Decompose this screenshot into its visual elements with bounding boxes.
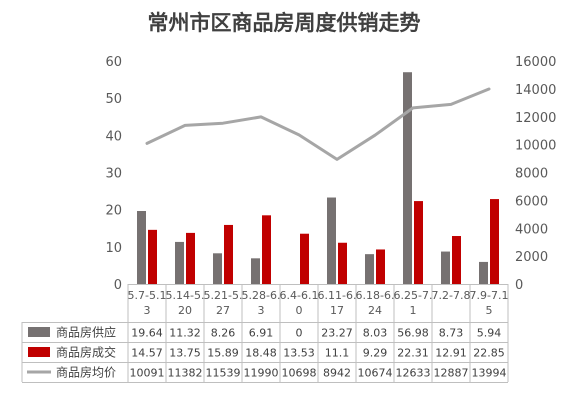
- category-label: 5: [486, 304, 493, 317]
- table-cell: 22.31: [397, 347, 429, 360]
- table-cell: 8.26: [211, 327, 236, 340]
- y-left-tick-label: 60: [105, 55, 122, 70]
- table-cell: 22.85: [473, 347, 505, 360]
- series-name: 商品房供应: [56, 325, 116, 340]
- y-left-tick-label: 50: [105, 92, 122, 107]
- y-right-tick-label: 8000: [515, 167, 548, 182]
- price-line: [145, 87, 491, 161]
- table-cell: 13.53: [283, 347, 315, 360]
- table-cell: 14.57: [131, 347, 163, 360]
- bars: [137, 72, 499, 284]
- category-label: 5.28-6.: [242, 289, 281, 302]
- category-label: 6.11-6.: [318, 289, 357, 302]
- category-label: 20: [178, 304, 192, 317]
- y-right-tick-label: 6000: [515, 194, 548, 209]
- y-right-tick-label: 0: [515, 278, 523, 293]
- y-right-tick-label: 10000: [515, 139, 556, 154]
- y-right-tick-label: 4000: [515, 222, 548, 237]
- supply-bar: [251, 258, 260, 284]
- table-cell: 13.75: [169, 347, 201, 360]
- table-cell: 8.73: [439, 327, 464, 340]
- sales-bar: [452, 236, 461, 284]
- sales-bar: [224, 224, 233, 284]
- axis-ticks: 0 10 20 30 40 50 60 0 2000 4000 6000 8000 10000 12000…: [105, 55, 556, 293]
- sales-bar: [186, 232, 195, 284]
- y-right-tick-label: 2000: [515, 250, 548, 265]
- y-right-tick-label: 14000: [515, 83, 556, 98]
- category-label: 17: [330, 304, 344, 317]
- category-label: 6.18-6.: [356, 289, 395, 302]
- table-cell: 8942: [323, 367, 351, 380]
- category-label: 6.4-6.1: [280, 289, 319, 302]
- table-cell: 5.94: [477, 327, 502, 340]
- category-label: 7.2-7.8: [432, 289, 471, 302]
- supply-bar: [365, 254, 374, 284]
- category-label: 5.14-5.: [166, 289, 205, 302]
- category-label: 1: [410, 304, 417, 317]
- x-axis: 5.7-5.1 3 5.14-5. 20 5.21-5. 27 5.28-6. 3 6.4-6.…: [127, 284, 509, 322]
- table-cell: 10091: [130, 367, 165, 380]
- table-cell: 6.91: [249, 327, 274, 340]
- supply-bar: [213, 253, 222, 284]
- table-cell: 9.29: [363, 347, 388, 360]
- y-left-tick-label: 0: [114, 278, 122, 293]
- sales-bar: [262, 215, 271, 284]
- category-label: 3: [258, 304, 265, 317]
- category-label: 7.9-7.1: [470, 289, 509, 302]
- supply-bar: [441, 251, 450, 284]
- table-cell: 23.27: [321, 327, 353, 340]
- sales-bar: [300, 233, 309, 284]
- table-cell: 19.64: [131, 327, 163, 340]
- series-name: 商品房均价: [56, 365, 116, 380]
- sales-bar: [376, 249, 385, 284]
- category-label: 6.25-7.: [394, 289, 433, 302]
- category-label: 5.7-5.1: [128, 289, 167, 302]
- category-label: 27: [216, 304, 230, 317]
- supply-bar: [175, 241, 184, 284]
- table-cell: 10674: [358, 367, 393, 380]
- table-cell: 11539: [206, 367, 241, 380]
- table-cell: 12887: [434, 367, 469, 380]
- y-right-tick-label: 12000: [515, 111, 556, 126]
- category-label: 0: [296, 304, 303, 317]
- table-cell: 0: [296, 327, 303, 340]
- table-cell: 11.1: [325, 347, 350, 360]
- table-cell: 12633: [396, 367, 431, 380]
- legend-swatch: [28, 347, 50, 357]
- sales-bar: [148, 229, 157, 284]
- chart-title: 常州市区商品房周度供销走势: [148, 11, 421, 35]
- legend-swatch: [28, 327, 50, 337]
- supply-bar: [403, 72, 412, 284]
- table-cell: 11.32: [169, 327, 201, 340]
- table-cell: 8.03: [363, 327, 388, 340]
- data-table: 商品房供应 19.64 11.32 8.26 6.91 0 23.27 8.03 56.98 8.…: [21, 322, 509, 383]
- table-cell: 13994: [472, 367, 507, 380]
- table-cell: 56.98: [397, 327, 429, 340]
- y-left-tick-label: 30: [105, 167, 122, 182]
- table-cell: 11382: [168, 367, 203, 380]
- series-name: 商品房成交: [56, 345, 116, 360]
- table-cell: 15.89: [207, 347, 239, 360]
- category-label: 3: [144, 304, 151, 317]
- category-label: 5.21-5.: [204, 289, 243, 302]
- y-left-tick-label: 20: [105, 204, 122, 219]
- y-left-tick-label: 10: [105, 241, 122, 256]
- y-left-tick-label: 40: [105, 129, 122, 144]
- price-line-path: [145, 87, 491, 161]
- category-label: 24: [368, 304, 382, 317]
- table-cell: 10698: [282, 367, 317, 380]
- table-cell: 18.48: [245, 347, 277, 360]
- y-right-tick-label: 16000: [515, 55, 556, 70]
- supply-bar: [479, 261, 488, 284]
- sales-bar: [414, 201, 423, 284]
- sales-bar: [490, 199, 499, 284]
- table-cell: 11990: [244, 367, 279, 380]
- supply-bar: [137, 211, 146, 284]
- table-cell: 12.91: [435, 347, 467, 360]
- sales-bar: [338, 242, 347, 284]
- supply-bar: [327, 197, 336, 284]
